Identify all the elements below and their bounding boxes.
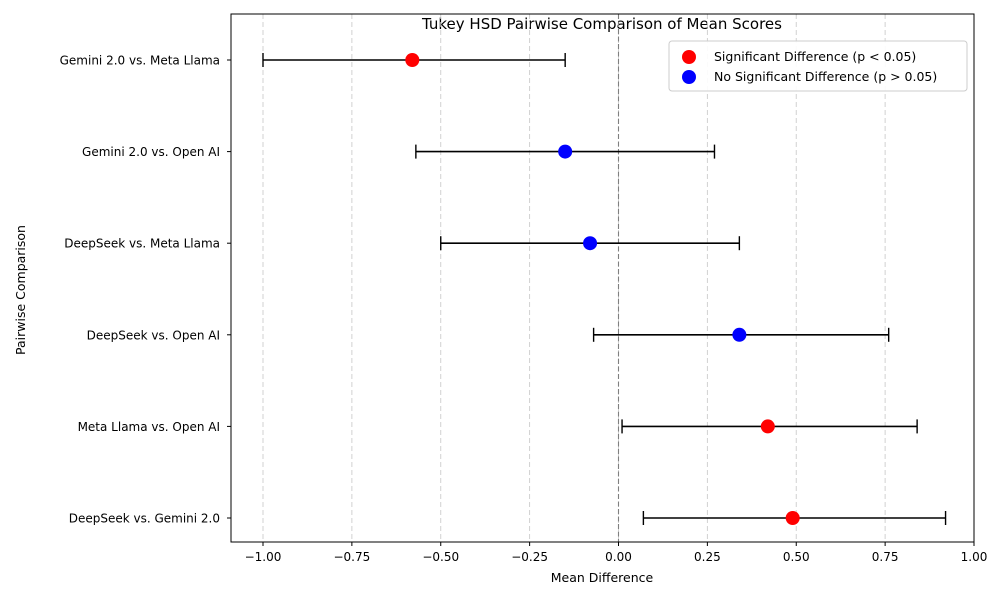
x-tick-label: −0.50	[422, 550, 459, 564]
y-tick-label: DeepSeek vs. Gemini 2.0	[69, 512, 220, 526]
data-point	[583, 236, 598, 251]
y-tick-label: Meta Llama vs. Open AI	[78, 420, 220, 434]
legend-box	[668, 40, 968, 92]
plot-frame	[230, 13, 975, 543]
point-layer	[405, 53, 800, 525]
y-tick-label: Gemini 2.0 vs. Meta Llama	[60, 54, 220, 68]
legend-label-significant: Significant Difference (p < 0.05)	[714, 49, 916, 64]
data-point	[732, 327, 747, 342]
x-tick-label: −1.00	[245, 550, 282, 564]
x-tick-label: 0.75	[872, 550, 899, 564]
data-point	[760, 419, 775, 434]
x-axis-ticks: −1.00 −0.75 −0.50 −0.25 0.00 0.25 0.50 0.75 1.00	[245, 542, 988, 564]
legend-marker-not-significant	[682, 70, 696, 84]
legend-marker-significant	[682, 50, 696, 64]
chart-title: Tukey HSD Pairwise Comparison of Mean Sc…	[421, 15, 782, 33]
x-tick-label: −0.25	[511, 550, 548, 564]
x-tick-label: 0.25	[694, 550, 721, 564]
data-point	[405, 53, 420, 67]
y-axis-ticks: Gemini 2.0 vs. Meta Llama Gemini 2.0 vs. …	[60, 54, 231, 526]
x-axis-label: Mean Difference	[551, 570, 654, 585]
x-tick-label: 0.00	[605, 550, 632, 564]
y-axis-label: Pairwise Comparison	[13, 225, 28, 355]
legend-label-not-significant: No Significant Difference (p > 0.05)	[714, 69, 937, 84]
y-tick-label: Gemini 2.0 vs. Open AI	[82, 145, 220, 159]
data-point	[785, 511, 800, 525]
legend: Significant Difference (p < 0.05) No Sig…	[668, 40, 968, 92]
y-tick-label: DeepSeek vs. Open AI	[87, 328, 220, 342]
y-tick-label: DeepSeek vs. Meta Llama	[64, 237, 220, 251]
x-tick-label: −0.75	[333, 550, 370, 564]
data-point	[558, 144, 573, 159]
x-tick-label: 1.00	[961, 550, 988, 564]
x-tick-label: 0.50	[783, 550, 810, 564]
error-bar-layer	[262, 53, 947, 525]
